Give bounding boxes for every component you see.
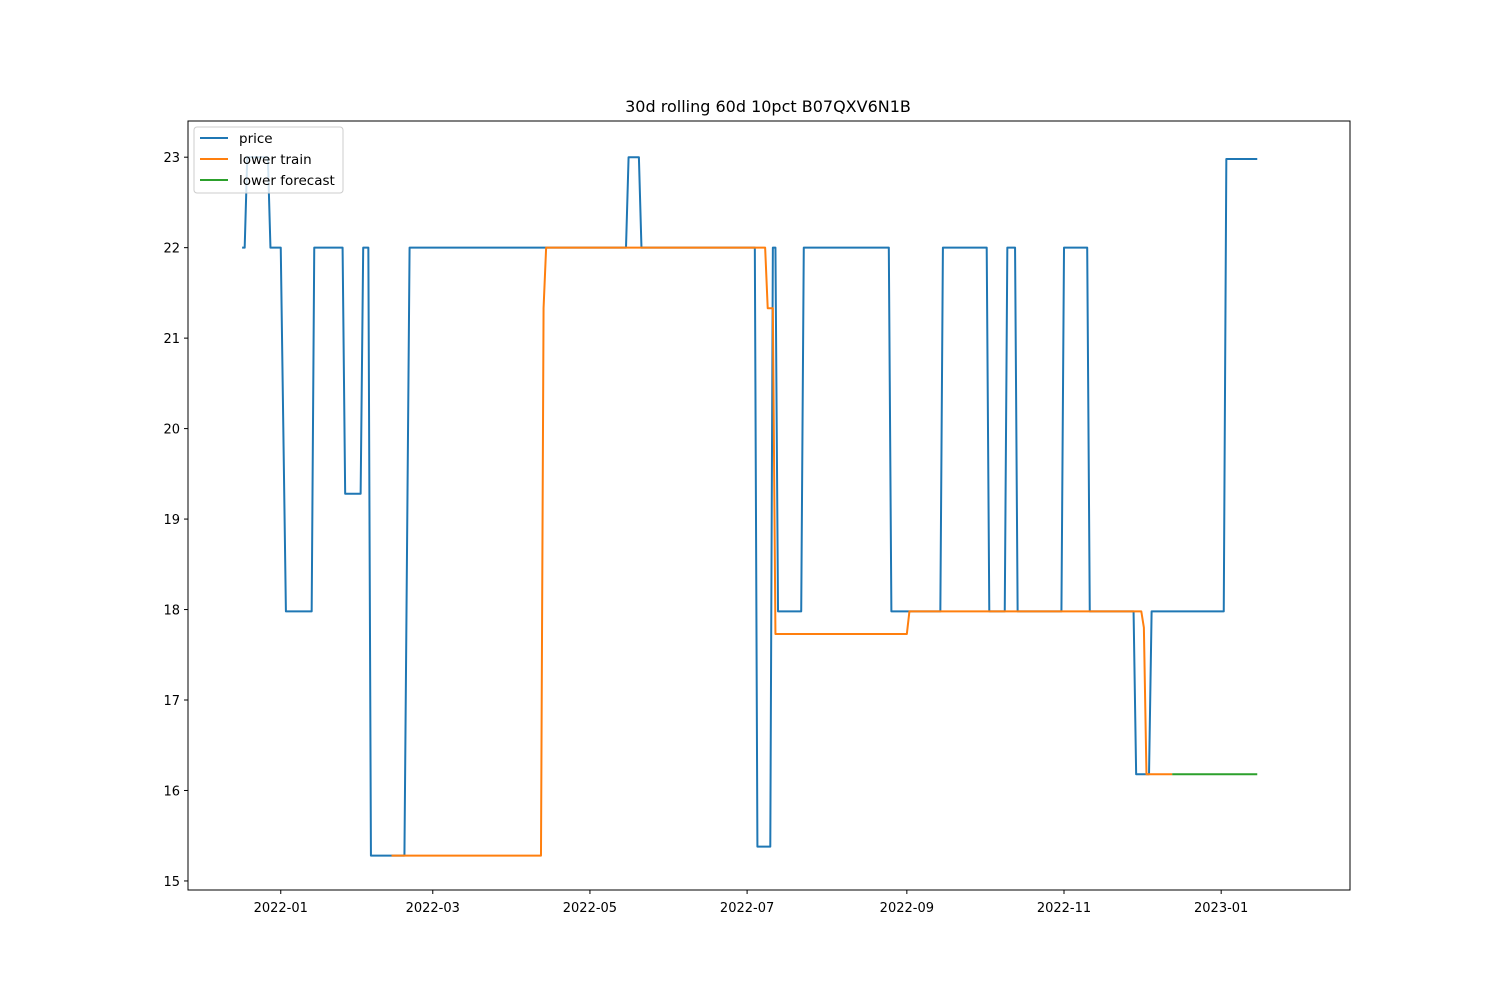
x-tick-label: 2022-05 (563, 901, 617, 916)
y-tick-label: 18 (163, 604, 180, 619)
x-tick-label: 2022-09 (880, 901, 934, 916)
y-tick-label: 23 (163, 151, 180, 166)
x-tick-label: 2022-03 (406, 901, 460, 916)
y-tick-label: 20 (163, 423, 180, 438)
series-line-lower-train (391, 246, 1173, 857)
plot-frame (187, 120, 1351, 891)
legend-box (193, 126, 344, 194)
chart-title: 30d rolling 60d 10pct B07QXV6N1B (625, 97, 911, 116)
series-line-price (242, 156, 1258, 857)
y-tick-label: 22 (163, 242, 180, 257)
x-tick-label: 2022-07 (720, 901, 774, 916)
x-tick-label: 2022-11 (1037, 901, 1091, 916)
y-tick-label: 16 (163, 784, 180, 799)
legend-label: lower train (239, 152, 312, 168)
y-tick-label: 19 (163, 513, 180, 528)
y-axis: 15 16 17 18 19 20 21 22 23 (163, 151, 188, 890)
legend-label: lower forecast (239, 173, 335, 189)
plot-lines (242, 156, 1258, 857)
x-tick-label: 2023-01 (1194, 901, 1248, 916)
legend-label: price (239, 131, 273, 147)
x-tick-label: 2022-01 (254, 901, 308, 916)
x-axis: 2022-01 2022-03 2022-05 2022-07 2022-09 2022-… (254, 890, 1248, 916)
y-tick-label: 15 (163, 875, 180, 890)
legend: price lower train lower forecast (193, 126, 344, 194)
y-tick-label: 17 (163, 694, 180, 709)
y-tick-label: 21 (163, 332, 180, 347)
